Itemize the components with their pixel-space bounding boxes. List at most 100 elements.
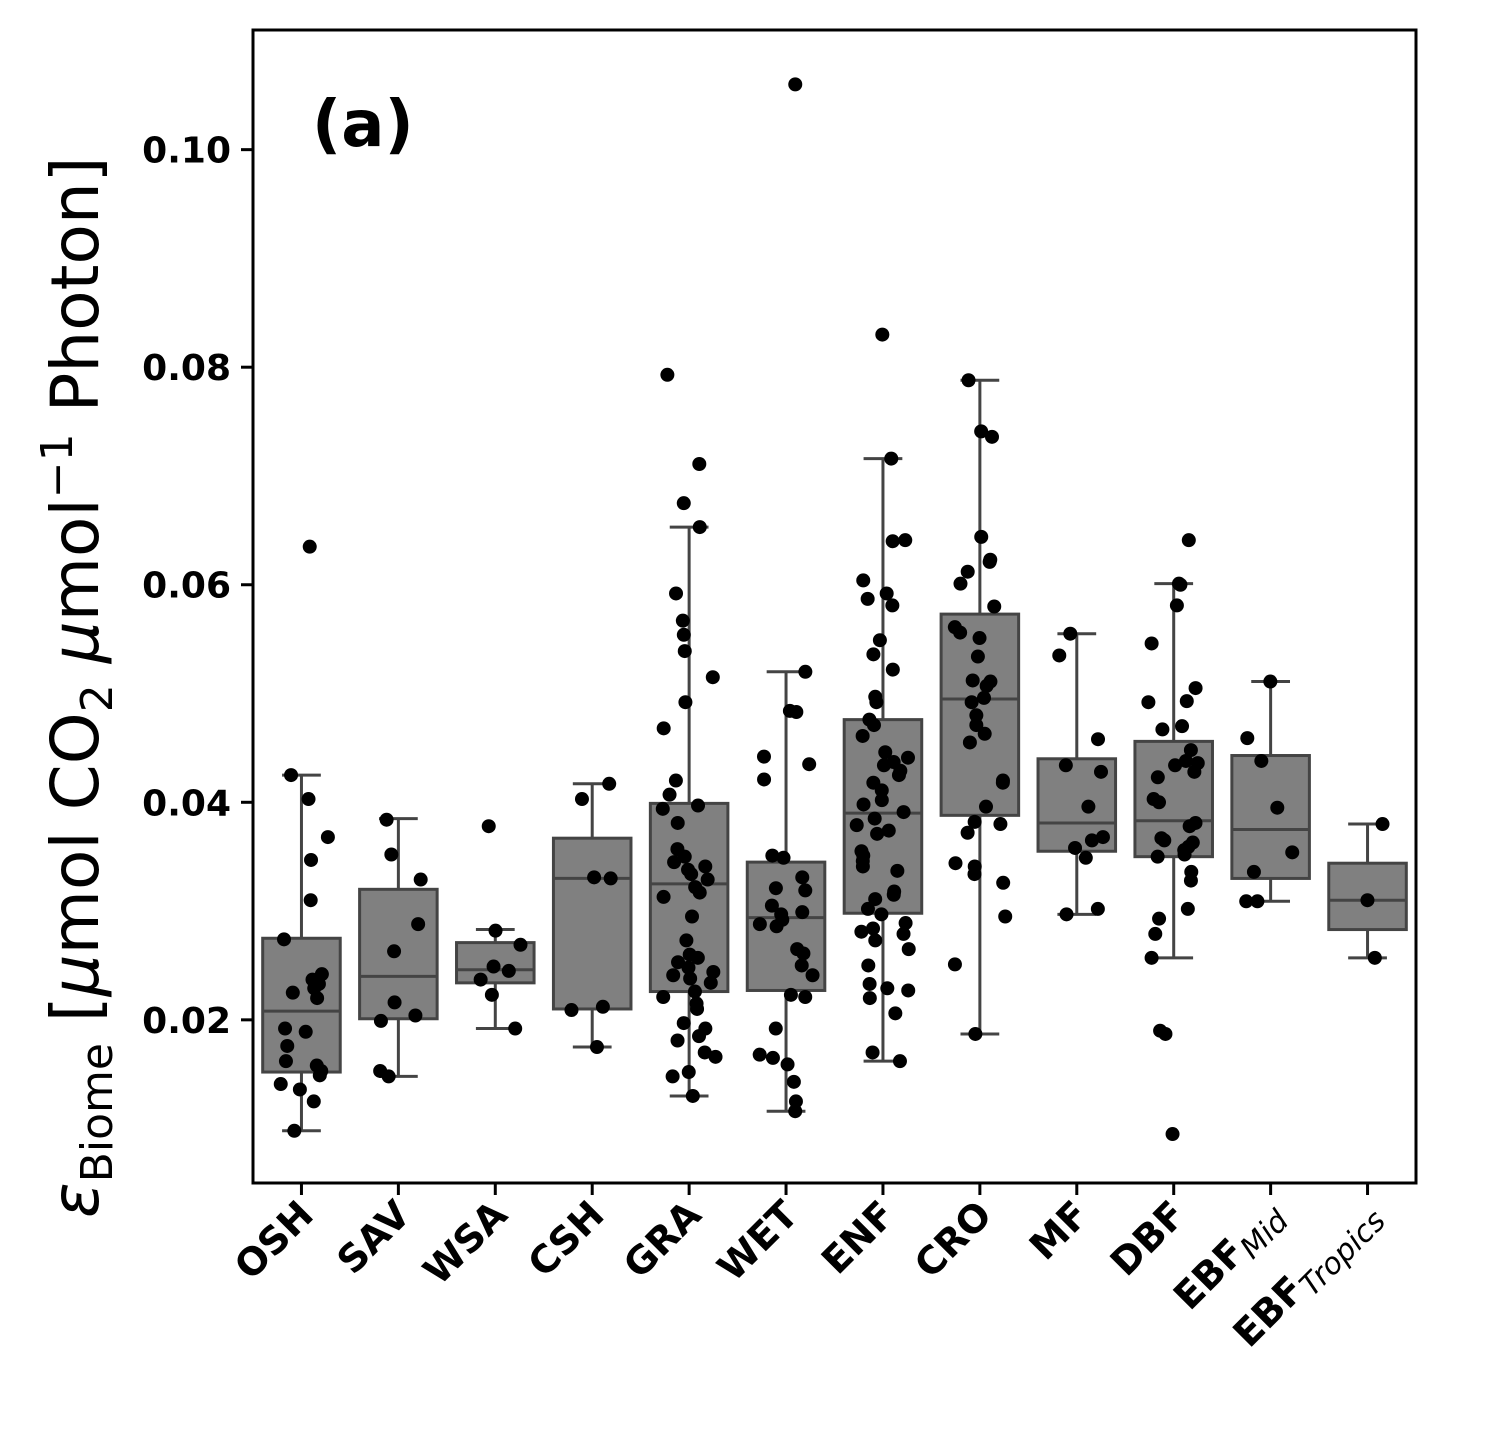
data-point [574, 792, 589, 807]
data-point [698, 859, 713, 874]
y-axis-label: εBiome [μmol CO2 μmol−1 Photon] [32, 157, 123, 1218]
data-point [501, 963, 516, 978]
data-point [874, 783, 889, 798]
data-point [752, 1047, 767, 1062]
data-point [488, 923, 503, 938]
data-point [765, 848, 780, 863]
y-tick-label: 0.04 [142, 783, 231, 824]
points-layer [273, 77, 1390, 1142]
data-point [995, 775, 1010, 790]
data-point [802, 757, 817, 772]
data-point [687, 984, 702, 999]
y-label-mu-2: μ [37, 621, 114, 664]
y-label-units-1: mol CO [37, 712, 114, 954]
data-point [675, 613, 690, 628]
box-10 [1230, 680, 1311, 903]
data-point [662, 787, 677, 802]
data-point [866, 921, 881, 936]
data-point [885, 534, 900, 549]
data-point [979, 678, 994, 693]
data-point [1180, 901, 1195, 916]
data-point [685, 909, 700, 924]
data-point [998, 909, 1013, 924]
data-point [681, 1065, 696, 1080]
data-point [373, 1013, 388, 1028]
data-point [413, 872, 428, 887]
data-point [974, 529, 989, 544]
data-point [1155, 722, 1170, 737]
data-point [1240, 731, 1255, 746]
y-tick-label: 0.06 [142, 566, 231, 607]
data-point [885, 662, 900, 677]
x-tick-label: MF [1021, 1192, 1097, 1268]
data-point [874, 907, 889, 922]
data-point [1144, 636, 1159, 651]
x-tick-label: OSH [226, 1192, 322, 1288]
data-point [1183, 743, 1198, 758]
data-point [1187, 764, 1202, 779]
data-point [798, 664, 813, 679]
data-point [1178, 753, 1193, 768]
data-point [856, 797, 871, 812]
data-point [866, 718, 881, 733]
data-point [861, 958, 876, 973]
y-label-co2-subscript: 2 [72, 684, 123, 712]
data-point [880, 981, 895, 996]
data-point [587, 870, 602, 885]
data-point [1152, 911, 1167, 926]
data-point [708, 1049, 723, 1064]
data-point [1068, 840, 1083, 855]
data-point [805, 968, 820, 983]
data-point [856, 573, 871, 588]
data-point [656, 721, 671, 736]
data-point [860, 901, 875, 916]
data-point [298, 1024, 313, 1039]
data-point [1148, 926, 1163, 941]
data-point [381, 1069, 396, 1084]
data-point [788, 77, 803, 92]
data-point [1168, 758, 1183, 773]
data-point [866, 647, 881, 662]
y-label-subscript: Biome [72, 1043, 123, 1182]
data-point [977, 726, 992, 741]
data-point [656, 989, 671, 1004]
data-point [1095, 830, 1110, 845]
data-point [901, 983, 916, 998]
x-tick-label: WET [709, 1192, 806, 1289]
data-point [589, 1040, 604, 1055]
data-point [692, 457, 707, 472]
data-point [1084, 833, 1099, 848]
y-tick-label: 0.02 [142, 1001, 231, 1042]
data-point [692, 885, 707, 900]
data-point [1090, 901, 1105, 916]
data-point [513, 937, 528, 952]
data-point [862, 976, 877, 991]
data-point [408, 1008, 423, 1023]
data-point [875, 327, 890, 342]
data-point [798, 989, 813, 1004]
data-point [667, 855, 682, 870]
data-point [798, 883, 813, 898]
data-point [1152, 795, 1167, 810]
x-tick-label: SAV [329, 1192, 420, 1283]
data-point [890, 863, 905, 878]
data-point [304, 852, 319, 867]
data-point [1078, 850, 1093, 865]
data-point [665, 1069, 680, 1084]
x-tick-label: GRA [615, 1192, 710, 1287]
x-tick-label-subscript: Tropics [1293, 1204, 1393, 1304]
data-point [869, 695, 884, 710]
data-point [982, 554, 997, 569]
data-point [795, 870, 810, 885]
x-tick-label: CSH [519, 1192, 612, 1285]
data-point [1239, 894, 1254, 909]
y-label-symbol: ε [37, 1182, 114, 1218]
data-point [974, 424, 989, 439]
data-point [987, 599, 1002, 614]
data-point [876, 758, 891, 773]
data-point [685, 1088, 700, 1103]
data-point [1158, 1026, 1173, 1041]
data-point [783, 987, 798, 1002]
data-point [278, 1021, 293, 1036]
box-5 [745, 670, 827, 1113]
